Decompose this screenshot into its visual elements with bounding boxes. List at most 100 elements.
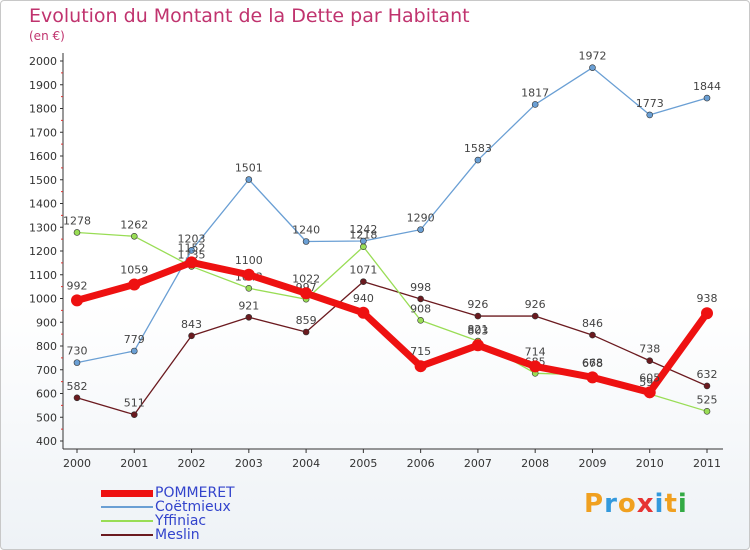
y-tick-label: 1600 xyxy=(29,150,57,163)
data-label-meslin: 843 xyxy=(181,318,202,331)
legend-swatch-meslin xyxy=(101,534,153,536)
logo-letter: r xyxy=(604,489,618,519)
y-tick-label: 2000 xyxy=(29,55,57,68)
logo-letter: t xyxy=(664,489,678,519)
logo-letter: P xyxy=(584,489,605,519)
data-label-pommeret: 1022 xyxy=(292,272,320,285)
data-point-meslin xyxy=(417,295,424,303)
y-tick-label: 1900 xyxy=(29,79,57,92)
data-label-co-tmieux: 1817 xyxy=(521,86,549,99)
data-point-co-tmieux xyxy=(474,156,482,164)
data-point-meslin xyxy=(73,394,81,402)
data-label-pommeret: 668 xyxy=(582,356,603,369)
legend-item-co-tmieux: Coëtmieux xyxy=(101,499,301,515)
data-label-co-tmieux: 1240 xyxy=(292,224,320,237)
data-point-pommeret xyxy=(643,386,656,399)
legend-swatch-yffiniac xyxy=(101,520,153,522)
data-point-co-tmieux xyxy=(531,101,539,108)
data-point-meslin xyxy=(474,312,482,320)
data-label-co-tmieux: 1773 xyxy=(636,97,664,110)
legend-swatch-co-tmieux xyxy=(101,506,153,508)
data-label-yffiniac: 1278 xyxy=(63,214,91,227)
logo-letter: i xyxy=(654,489,665,519)
data-label-yffiniac: 908 xyxy=(410,302,431,315)
data-point-co-tmieux xyxy=(245,176,253,183)
data-point-meslin xyxy=(130,411,138,418)
data-label-meslin: 511 xyxy=(124,397,145,410)
x-tick-label: 2010 xyxy=(636,457,664,470)
y-tick-label: 500 xyxy=(36,411,57,424)
data-label-co-tmieux: 1583 xyxy=(464,142,492,155)
data-label-meslin: 582 xyxy=(67,380,88,393)
data-point-yffiniac xyxy=(360,243,367,251)
x-tick-label: 2004 xyxy=(292,457,320,470)
x-tick-label: 2008 xyxy=(521,457,549,470)
data-point-yffiniac xyxy=(73,229,81,236)
data-label-pommeret: 938 xyxy=(697,292,718,305)
data-label-yffiniac: 1135 xyxy=(178,248,206,261)
y-tick-label: 1500 xyxy=(29,174,57,187)
data-point-co-tmieux xyxy=(646,111,654,119)
data-point-meslin xyxy=(646,357,654,365)
data-point-meslin xyxy=(360,278,367,285)
data-label-meslin: 632 xyxy=(697,368,718,381)
data-point-yffiniac xyxy=(130,232,138,240)
legend-label-yffiniac: Yffiniac xyxy=(155,513,207,529)
data-label-yffiniac: 821 xyxy=(467,323,488,336)
y-tick-label: 1800 xyxy=(29,103,57,116)
data-label-co-tmieux: 1290 xyxy=(407,212,435,225)
data-point-co-tmieux xyxy=(302,238,310,245)
y-tick-label: 1100 xyxy=(29,269,57,282)
y-tick-label: 400 xyxy=(36,435,57,448)
data-label-yffiniac: 1262 xyxy=(120,218,148,231)
legend-swatch-pommeret xyxy=(101,489,153,497)
data-label-pommeret: 605 xyxy=(639,371,660,384)
legend-item-meslin: Meslin xyxy=(101,527,301,543)
data-point-co-tmieux xyxy=(589,64,596,71)
proxiti-logo: Proxiti xyxy=(584,489,688,519)
data-label-pommeret: 1152 xyxy=(178,241,206,254)
data-label-pommeret: 940 xyxy=(353,292,374,305)
data-point-pommeret xyxy=(300,287,313,300)
x-tick-label: 2001 xyxy=(120,457,148,470)
x-tick-label: 2007 xyxy=(464,457,492,470)
data-label-meslin: 926 xyxy=(525,298,546,311)
data-point-pommeret xyxy=(185,256,198,269)
data-point-meslin xyxy=(245,313,253,321)
x-tick-label: 2003 xyxy=(235,457,263,470)
data-point-co-tmieux xyxy=(703,94,711,102)
legend-item-yffiniac: Yffiniac xyxy=(101,513,301,529)
data-label-meslin: 1071 xyxy=(349,264,377,277)
data-label-pommeret: 992 xyxy=(67,279,88,292)
data-point-co-tmieux xyxy=(360,237,367,245)
data-point-pommeret xyxy=(357,306,370,319)
data-point-pommeret xyxy=(586,371,599,384)
legend-label-meslin: Meslin xyxy=(155,527,200,543)
data-label-meslin: 926 xyxy=(467,298,488,311)
data-label-pommeret: 1059 xyxy=(120,263,148,276)
x-tick-label: 2000 xyxy=(63,457,91,470)
data-point-pommeret xyxy=(242,268,255,281)
y-tick-label: 900 xyxy=(36,316,57,329)
data-label-co-tmieux: 1972 xyxy=(578,50,606,63)
data-point-pommeret xyxy=(529,360,542,373)
data-point-meslin xyxy=(531,312,539,320)
y-tick-label: 600 xyxy=(36,388,57,401)
data-label-co-tmieux: 730 xyxy=(67,345,88,358)
data-label-co-tmieux: 1844 xyxy=(693,80,721,93)
x-tick-label: 2006 xyxy=(407,457,435,470)
data-label-co-tmieux: 1203 xyxy=(178,232,206,245)
x-tick-label: 2011 xyxy=(693,457,721,470)
logo-letter: i xyxy=(677,489,688,519)
y-tick-label: 1000 xyxy=(29,293,57,306)
data-point-pommeret xyxy=(701,307,713,320)
logo-letter: x xyxy=(636,489,655,519)
x-tick-label: 2002 xyxy=(178,457,206,470)
data-point-pommeret xyxy=(71,294,83,307)
data-point-co-tmieux xyxy=(188,246,195,254)
data-label-co-tmieux: 779 xyxy=(124,333,145,346)
x-tick-label: 2005 xyxy=(349,457,377,470)
data-label-pommeret: 803 xyxy=(467,324,488,337)
